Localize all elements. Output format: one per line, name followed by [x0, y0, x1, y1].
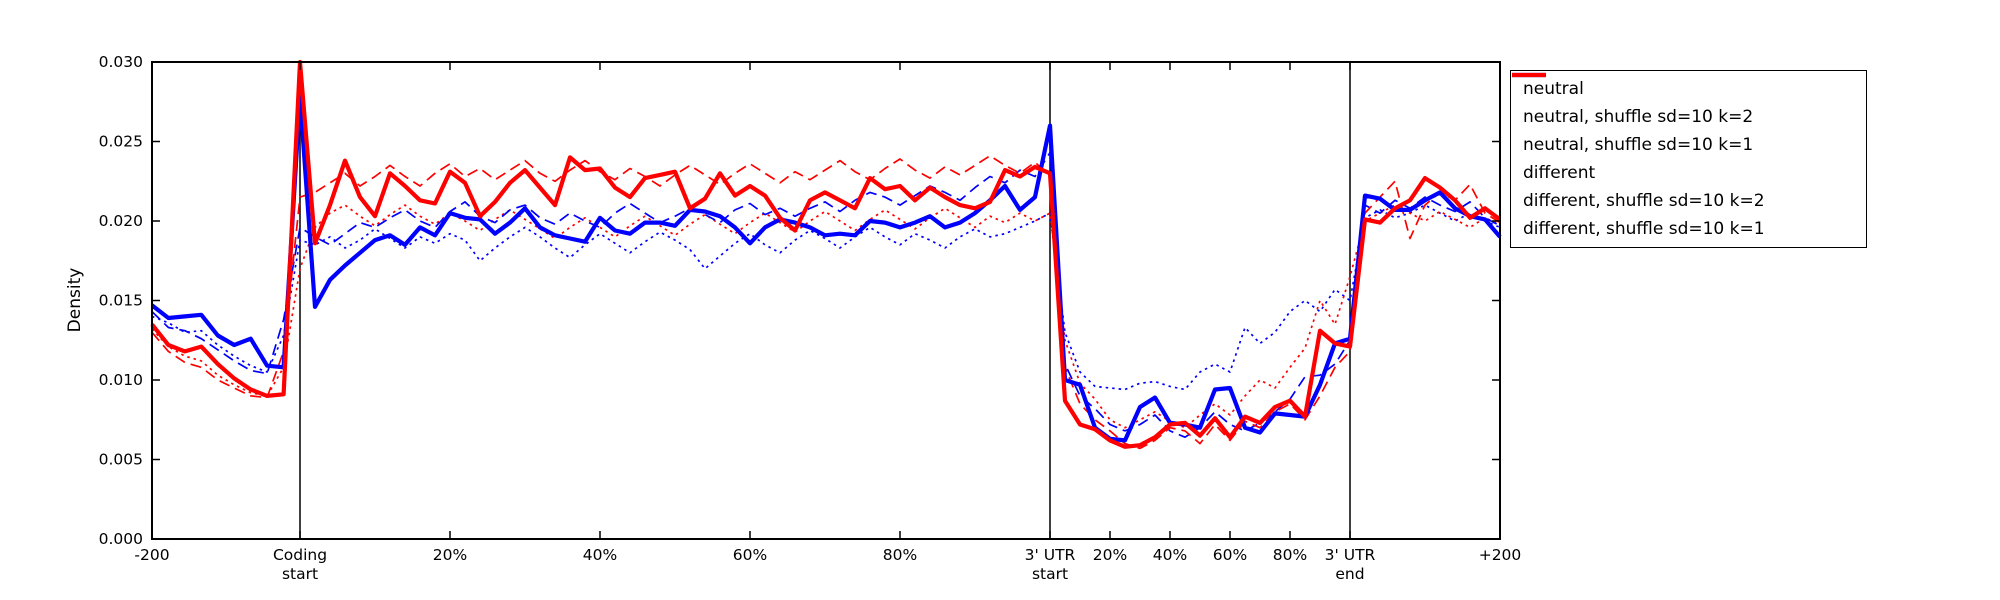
- legend-label: different, shuffle sd=10 k=1: [1523, 219, 1765, 239]
- legend-item-different: different: [1512, 72, 1858, 186]
- x-tick-label: -200: [134, 546, 169, 564]
- x-tick-label: +200: [1479, 546, 1522, 564]
- x-tick-label: 40%: [583, 546, 617, 564]
- x-tick-label: 20%: [1093, 546, 1127, 564]
- series-line-neutral-shuffle-sd-10-k-1: [151, 204, 1501, 391]
- legend-label: different, shuffle sd=10 k=2: [1523, 191, 1765, 211]
- legend-swatch-dashed-red: [1512, 74, 1546, 76]
- x-tick-label: 3' UTR end: [1325, 546, 1376, 583]
- series-line-different-shuffle-sd-10-k-2: [151, 154, 1501, 450]
- legend-label: different: [1523, 163, 1596, 183]
- y-tick-label: 0.015: [99, 292, 143, 310]
- x-tick-label: 60%: [1213, 546, 1247, 564]
- x-tick-label: 60%: [733, 546, 767, 564]
- y-tick-label: 0.010: [99, 371, 143, 389]
- series-line-neutral-shuffle-sd-10-k-2: [151, 151, 1501, 439]
- x-tick-label: 40%: [1153, 546, 1187, 564]
- legend-label: neutral, shuffle sd=10 k=1: [1523, 135, 1754, 155]
- legend-item-neutral: neutral: [1512, 72, 1858, 102]
- y-tick-label: 0.025: [99, 133, 143, 151]
- legend-item-different-shuffle-k1: different, shuffle sd=10 k=1: [1512, 74, 1858, 242]
- y-tick-label: 0.000: [99, 530, 143, 548]
- x-tick-label: 3' UTR start: [1025, 546, 1076, 583]
- y-tick-label: 0.020: [99, 212, 143, 230]
- y-tick-label: 0.030: [99, 53, 143, 71]
- legend-item-different-shuffle-k2: different, shuffle sd=10 k=2: [1512, 74, 1858, 214]
- x-tick-label: Coding start: [273, 546, 327, 583]
- legend-label: neutral, shuffle sd=10 k=2: [1523, 107, 1754, 127]
- y-axis-label: Density: [65, 268, 85, 333]
- y-tick-label: 0.005: [99, 451, 143, 469]
- legend-swatch-dotted-red: [1512, 74, 1546, 76]
- series-line-neutral: [150, 94, 1502, 443]
- legend-item-neutral-shuffle-k1: neutral, shuffle sd=10 k=1: [1512, 74, 1858, 158]
- legend-item-neutral-shuffle-k2: neutral, shuffle sd=10 k=2: [1512, 74, 1858, 130]
- x-tick-label: 80%: [1273, 546, 1307, 564]
- legend: neutral neutral, shuffle sd=10 k=2 neutr…: [1510, 70, 1867, 248]
- x-tick-label: 20%: [433, 546, 467, 564]
- legend-label: neutral: [1523, 79, 1584, 99]
- x-tick-label: 80%: [883, 546, 917, 564]
- series-line-different-shuffle-sd-10-k-1: [151, 204, 1501, 429]
- series-line-different: [150, 59, 1502, 449]
- plot-border: [151, 61, 1501, 540]
